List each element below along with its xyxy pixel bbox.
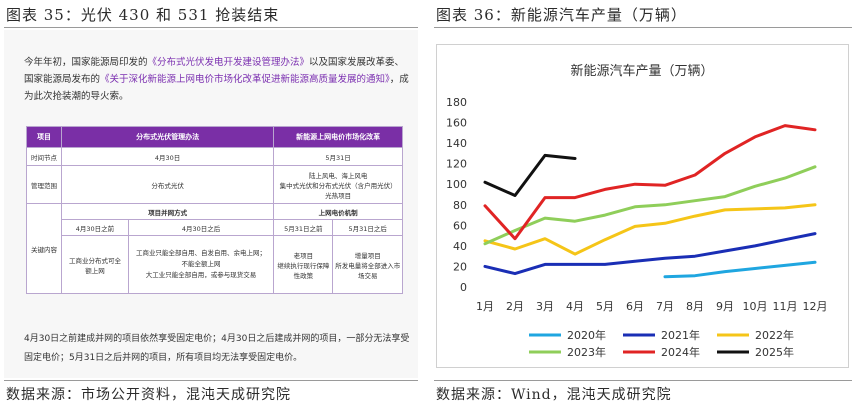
series-line	[483, 153, 577, 197]
intro-paragraph: 今年年初，国家能源局印发的《分布式光伏发电开发建设管理办法》以及国家发展改革委、…	[24, 54, 409, 105]
policy-table: 项目 分布式光伏管理办法 新能源上网电价市场化改革 时间节点 4月30日 5月3…	[26, 126, 403, 294]
divider	[434, 380, 852, 381]
x-tick-label: 3月	[536, 300, 554, 313]
policy-doc-title: 《分布式光伏发电开发建设管理办法》	[147, 57, 310, 68]
chart-title: 新能源汽车产量（万辆）	[570, 63, 713, 79]
legend-label: 2021年	[661, 328, 700, 342]
y-tick-label: 80	[453, 199, 467, 212]
divider	[434, 27, 852, 28]
x-tick-label: 11月	[773, 300, 798, 313]
table-subheader: 项目并网方式	[60, 203, 275, 220]
table-cell: 增量项目 所发电量将全部进入市场交易	[332, 235, 403, 294]
table-cell: 老项目 继续执行现行保障性政策	[273, 235, 334, 294]
nev-production-chart: 新能源汽车产量（万辆） 0 20 40 60 80 100 120 140 160 180 1月 2月 3…	[436, 44, 849, 368]
divider	[4, 380, 418, 381]
row-label: 管理范围	[26, 165, 62, 204]
y-tick-label: 40	[453, 240, 467, 253]
x-tick-label: 10月	[743, 300, 768, 313]
y-tick-label: 100	[446, 178, 467, 191]
row-label: 时间节点	[26, 147, 62, 166]
x-tick-label: 5月	[596, 300, 614, 313]
cell-line: 工商业只能全部自用、自发自用、余电上网；不能全额上网	[136, 249, 267, 268]
policy-panel: 今年年初，国家能源局印发的《分布式光伏发电开发建设管理办法》以及国家发展改革委、…	[4, 30, 418, 378]
cell-line: 继续执行现行保障性政策	[277, 261, 330, 280]
table-header: 分布式光伏管理办法	[60, 126, 275, 148]
series-line	[663, 260, 817, 279]
table-cell: 工商业分布式可全额上网	[61, 235, 129, 294]
x-tick-label: 9月	[716, 300, 734, 313]
series-line	[483, 232, 817, 276]
table-subheader: 4月30日之前	[61, 219, 129, 236]
series-line	[483, 124, 817, 241]
table-subheader: 4月30日之后	[127, 219, 275, 236]
y-tick-label: 140	[446, 137, 467, 150]
table-cell: 4月30日	[60, 147, 275, 166]
x-tick-label: 1月	[476, 300, 494, 313]
figure-title-36: 图表 36：新能源汽车产量（万辆）	[436, 6, 687, 24]
x-tick-label: 8月	[686, 300, 704, 313]
intro-text: ，成为此次抢装潮的导火索。	[24, 74, 409, 102]
table-cell: 分布式光伏	[60, 165, 275, 204]
y-tick-label: 20	[453, 260, 467, 273]
y-tick-label: 60	[453, 219, 467, 232]
source-note-left: 数据来源：市场公开资料，混沌天成研究院	[6, 387, 291, 403]
table-subheader: 5月31日之前	[273, 219, 334, 236]
table-cell: 工商业只能全部自用、自发自用、余电上网；不能全额上网 大工业只能全部自用，或参与…	[127, 235, 275, 294]
intro-text: 以及国家发展改革委、国家能源局发布的	[24, 57, 405, 85]
outro-paragraph: 4月30日之前建成并网的项目依然享受固定电价；4月30日之后建成并网的项目，一部…	[24, 334, 410, 363]
table-subheader: 5月31日之后	[332, 219, 403, 236]
legend-label: 2022年	[755, 328, 794, 342]
legend-label: 2024年	[661, 345, 700, 359]
table-cell: 5月31日	[273, 147, 403, 166]
series-line	[483, 203, 817, 256]
series-line	[483, 165, 817, 246]
x-tick-label: 12月	[803, 300, 828, 313]
x-tick-label: 4月	[566, 300, 584, 313]
cell-line: 大工业只能全部自用，或参与现货交易	[145, 271, 257, 279]
figure-title-35: 图表 35：光伏 430 和 531 抢装结束	[6, 6, 280, 24]
legend-label: 2020年	[567, 328, 606, 342]
x-tick-label: 2月	[506, 300, 524, 313]
scope-line: 陆上风电、海上风电	[308, 171, 368, 180]
divider	[4, 27, 418, 28]
legend-label: 2025年	[755, 345, 794, 359]
chart-canvas: 新能源汽车产量（万辆） 0 20 40 60 80 100 120 140 160 180 1月 2月 3…	[446, 63, 828, 359]
x-tick-label: 6月	[626, 300, 644, 313]
y-tick-label: 160	[446, 117, 467, 130]
y-tick-label: 0	[460, 281, 467, 294]
table-header: 新能源上网电价市场化改革	[273, 126, 403, 148]
x-tick-label: 7月	[656, 300, 674, 313]
table-subheader: 上网电价机制	[273, 203, 403, 220]
cell-line: 增量项目	[354, 251, 381, 260]
scope-line: 集中式光伏和分布式光伏（含户用光伏）	[279, 181, 397, 190]
policy-doc-title: 《关于深化新能源上网电价市场化改革促进新能源高质量发展的通知》	[100, 74, 390, 85]
scope-line: 光热项目	[325, 191, 352, 200]
source-note-right: 数据来源：Wind，混沌天成研究院	[436, 387, 672, 403]
table-cell: 陆上风电、海上风电 集中式光伏和分布式光伏（含户用光伏） 光热项目	[273, 165, 403, 204]
cell-line: 老项目	[293, 251, 314, 260]
row-label: 关键内容	[26, 203, 62, 294]
y-tick-label: 120	[446, 158, 467, 171]
cell-line: 所发电量将全部进入市场交易	[335, 261, 401, 280]
intro-text: 今年年初，国家能源局印发的	[24, 57, 148, 68]
table-header: 项目	[26, 126, 62, 148]
legend-label: 2023年	[567, 345, 606, 359]
y-tick-label: 180	[446, 96, 467, 109]
